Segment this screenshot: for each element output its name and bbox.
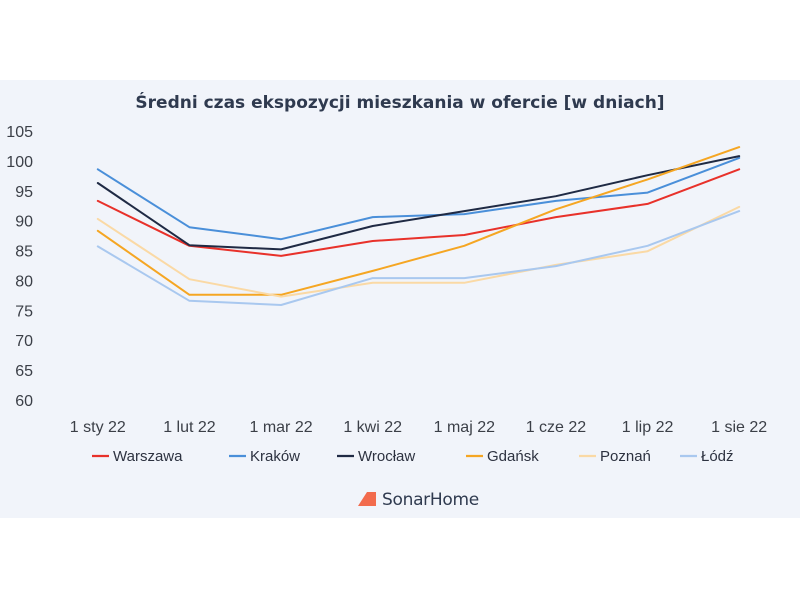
legend-label: Wrocław	[358, 448, 415, 465]
series-line-warszawa	[96, 168, 741, 257]
y-tick-label: 85	[15, 244, 33, 261]
y-tick-label: 75	[15, 303, 33, 320]
legend-label: Łódź	[701, 448, 734, 465]
line-chart: Średni czas ekspozycji mieszkania w ofer…	[6, 91, 768, 510]
y-axis: 60 65 70 75 80 85 90 95 100 105	[6, 124, 33, 410]
x-axis: 1 sty 22 1 lut 22 1 mar 22 1 kwi 22 1 maj 22…	[70, 419, 768, 436]
x-tick-label: 1 sty 22	[70, 419, 126, 436]
y-tick-label: 80	[15, 273, 33, 290]
y-tick-label: 65	[15, 363, 33, 380]
x-tick-label: 1 kwi 22	[343, 419, 402, 436]
house-logo-icon	[358, 492, 376, 506]
y-tick-label: 70	[15, 333, 33, 350]
series-line-łódź	[96, 210, 741, 306]
series-line-gdańsk	[96, 146, 741, 296]
y-tick-label: 95	[15, 184, 33, 201]
x-tick-label: 1 mar 22	[249, 419, 312, 436]
x-tick-label: 1 maj 22	[434, 419, 495, 436]
x-tick-label: 1 cze 22	[526, 419, 587, 436]
y-tick-label: 60	[15, 393, 33, 410]
x-tick-label: 1 lip 22	[622, 419, 674, 436]
x-tick-label: 1 lut 22	[163, 419, 216, 436]
sonarhome-logo: SonarHome	[358, 490, 479, 510]
y-tick-label: 100	[6, 154, 33, 171]
series-line-poznań	[96, 205, 741, 298]
chart-panel: Średni czas ekspozycji mieszkania w ofer…	[0, 80, 800, 518]
legend-label: Warszawa	[113, 448, 183, 465]
series-line-kraków	[96, 156, 741, 241]
series-line-wrocław	[96, 155, 741, 251]
brand-name: SonarHome	[382, 490, 479, 510]
legend-label: Kraków	[250, 448, 300, 465]
x-tick-label: 1 sie 22	[711, 419, 767, 436]
y-tick-label: 105	[6, 124, 33, 141]
legend-label: Gdańsk	[487, 448, 539, 465]
series-lines	[96, 146, 741, 306]
y-tick-label: 90	[15, 214, 33, 231]
legend: Warszawa Kraków Wrocław Gdańsk Poznań Łódź	[92, 448, 734, 465]
legend-label: Poznań	[600, 448, 651, 465]
chart-title: Średni czas ekspozycji mieszkania w ofer…	[135, 91, 664, 113]
